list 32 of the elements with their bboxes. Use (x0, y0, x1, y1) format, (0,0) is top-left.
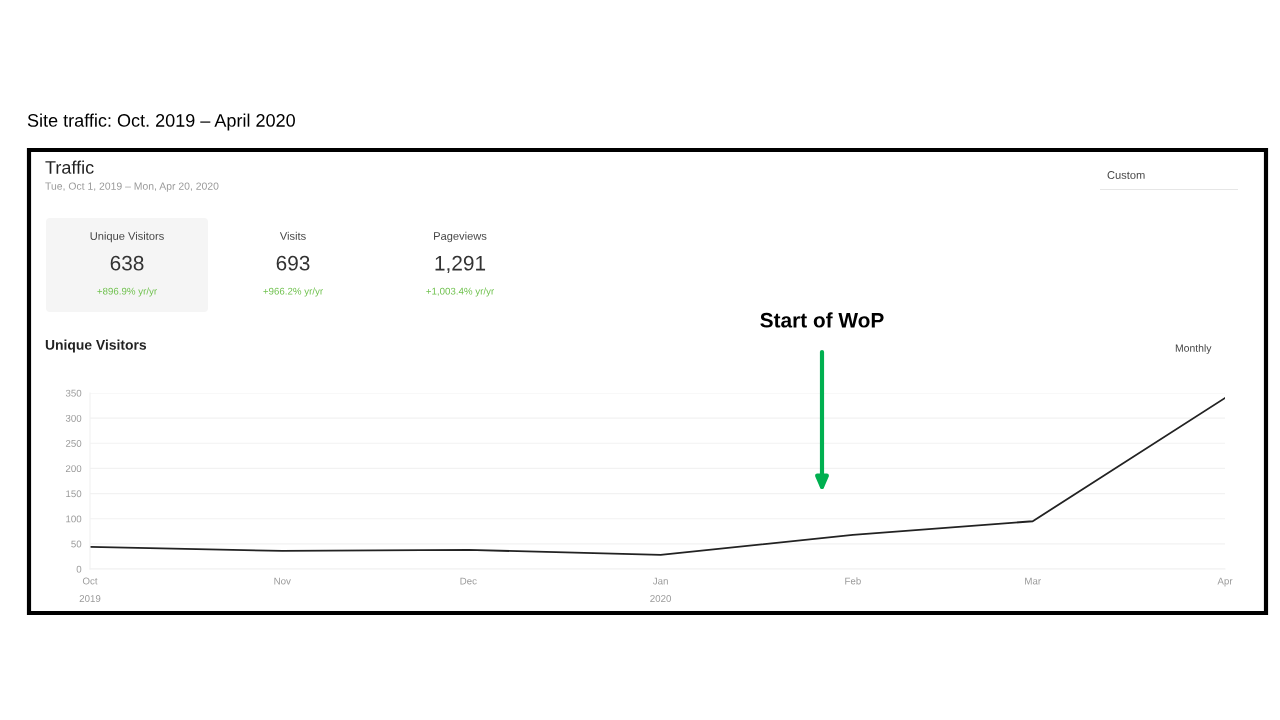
text: Unique Visitors (90, 231, 164, 243)
text: 638 (110, 255, 144, 271)
text: Custom (1107, 171, 1145, 179)
text: Start of WoP (760, 312, 884, 328)
y-tick-label: 150 (66, 490, 82, 498)
x-tick-label: Apr (1217, 577, 1233, 587)
line-series (90, 397, 1225, 556)
y-tick-label: 50 (71, 540, 82, 548)
y-tick-label: 250 (65, 440, 82, 447)
text: Monthly (1175, 344, 1212, 354)
y-tick-label: 200 (65, 465, 82, 473)
x-tick-label: Dec (460, 577, 477, 585)
y-tick-label: 0 (76, 565, 82, 573)
chart-title: Unique Visitors (45, 339, 147, 353)
text: Pageviews (434, 231, 487, 243)
text: +896.9% yr/yr (97, 287, 157, 297)
y-tick-label: 300 (65, 414, 82, 422)
text: Traffic (45, 160, 94, 174)
text: Tue, Oct 1, 2019 – Mon, Apr 20, 2020 (45, 182, 219, 192)
text: 1,291 (435, 255, 486, 274)
text: Site traffic: Oct. 2019 – April 2020 (27, 113, 295, 131)
text: 693 (276, 255, 310, 271)
text: +966.2% yr/yr (263, 287, 323, 297)
y-tick-label: 100 (66, 515, 82, 523)
y-tick-label: 350 (65, 389, 82, 397)
x-tick-label: Feb (845, 577, 861, 585)
text: +1,003.4% yr/yr (426, 287, 495, 297)
x-tick-label: Jan 2020 (650, 577, 672, 602)
x-tick-label: Oct 2019 (79, 577, 101, 602)
text: Visits (279, 231, 306, 240)
x-tick-label: Mar (1025, 577, 1041, 585)
x-tick-label: Nov (274, 577, 291, 585)
